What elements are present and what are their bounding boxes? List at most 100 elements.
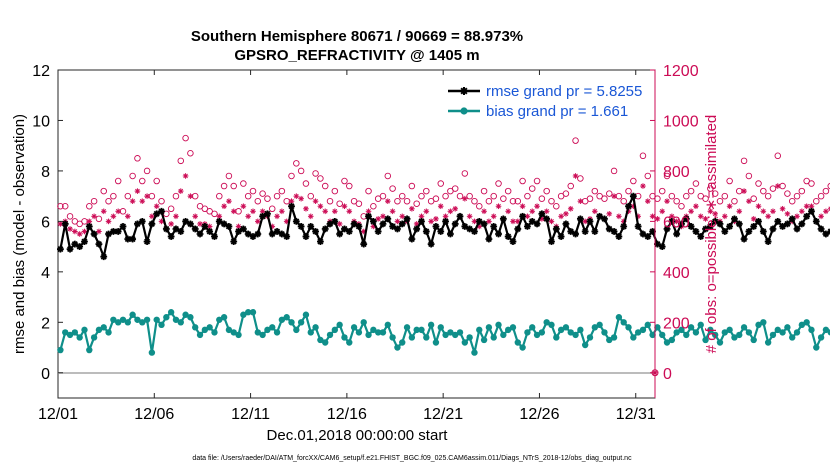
possible-obs-point (408, 182, 416, 190)
rmse-point (755, 217, 762, 225)
assimilated-obs-point (750, 216, 757, 222)
bias-point (90, 334, 98, 341)
bias-point (163, 314, 170, 321)
possible-obs-point (817, 192, 825, 200)
bias-point (139, 319, 146, 326)
rmse-point (225, 223, 233, 230)
rmse-point (735, 220, 743, 228)
possible-obs-point (687, 187, 695, 195)
assimilated-obs-point (298, 195, 304, 202)
assimilated-obs-point (490, 213, 497, 220)
assimilated-obs-point (307, 213, 314, 220)
assimilated-obs-point (688, 208, 694, 215)
rmse-point (341, 225, 348, 233)
possible-obs-point (471, 197, 478, 205)
bias-point (216, 316, 223, 323)
rmse-point (562, 220, 570, 228)
assimilated-obs-point (149, 213, 155, 220)
possible-obs-point (413, 200, 420, 207)
bias-point (726, 326, 733, 334)
assimilated-obs-point (697, 213, 704, 220)
rmse-point (437, 228, 445, 235)
possible-obs-point (326, 197, 334, 205)
bias-point (182, 311, 189, 318)
possible-obs-point (249, 187, 257, 195)
assimilated-obs-point (794, 213, 800, 220)
rmse-point (721, 228, 729, 235)
assimilated-obs-point (115, 208, 121, 215)
bias-point (644, 321, 651, 329)
possible-obs-point (731, 197, 738, 205)
bias-point (273, 329, 281, 336)
possible-obs-point (57, 202, 64, 210)
possible-obs-point (321, 182, 329, 190)
bias-point (288, 319, 295, 326)
bias-point (461, 339, 469, 346)
bias-point (683, 331, 690, 339)
assimilated-obs-point (818, 213, 824, 220)
bias-point (760, 319, 767, 326)
assimilated-obs-point (129, 198, 136, 204)
possible-obs-point (721, 192, 729, 200)
rmse-point (779, 223, 786, 230)
y-right-tick-label: 0 (663, 366, 672, 383)
possible-obs-point (630, 177, 637, 185)
possible-obs-point (187, 150, 194, 157)
assimilated-obs-point (505, 208, 511, 215)
rmse-point (57, 245, 64, 253)
bias-point (211, 329, 218, 336)
rmse-point (316, 238, 324, 245)
bias-point (379, 329, 387, 336)
assimilated-obs-point (644, 198, 651, 204)
possible-obs-point (683, 192, 690, 200)
possible-obs-point (726, 177, 733, 185)
assimilated-obs-point (741, 188, 747, 194)
assimilated-obs-point (592, 208, 598, 215)
assimilated-obs-point (712, 211, 718, 217)
rmse-point (764, 238, 772, 245)
assimilated-obs-point (418, 213, 425, 220)
bias-point (172, 316, 180, 323)
y-right-tick-label: 800 (663, 164, 690, 181)
legend: rmse grand pr = 5.8255 bias grand pr = 1… (442, 78, 650, 122)
possible-obs-point (504, 187, 512, 195)
possible-obs-point (143, 167, 151, 175)
rmse-point (774, 217, 782, 225)
assimilated-obs-point (279, 208, 285, 215)
bias-point (192, 324, 199, 331)
x-tick-label: 12/31 (616, 406, 656, 423)
rmse-point (230, 238, 238, 245)
bias-point (721, 329, 729, 336)
possible-obs-point (259, 190, 266, 197)
possible-obs-point (254, 197, 262, 205)
rmse-point (273, 228, 281, 235)
assimilated-obs-point (736, 208, 743, 215)
legend-box (442, 78, 650, 122)
possible-obs-point (707, 185, 714, 192)
bias-point (514, 339, 521, 346)
bias-point (244, 309, 252, 316)
bias-point (567, 329, 574, 336)
assimilated-obs-point (433, 216, 439, 222)
rmse-point (514, 225, 522, 233)
assimilated-obs-point (423, 208, 430, 215)
rmse-point (297, 223, 305, 230)
rmse-point (143, 238, 151, 245)
possible-obs-point (663, 172, 671, 180)
rmse-point (552, 225, 560, 233)
rmse-point (605, 225, 613, 233)
rmse-point (528, 217, 536, 225)
assimilated-obs-point (799, 208, 805, 215)
bias-point (331, 326, 339, 334)
bias-point (798, 321, 806, 329)
rmse-point (822, 230, 830, 238)
possible-obs-point (389, 185, 396, 192)
assimilated-obs-point (182, 173, 189, 179)
rmse-point (740, 235, 748, 243)
bias-point (557, 326, 565, 334)
possible-obs-point (625, 187, 632, 195)
rmse-point (403, 215, 411, 223)
data-file-footnote: data file: /Users/raeder/DAI/ATM_forcXX/… (192, 455, 632, 462)
y-axis-right-label: # of obs: o=possible; ∗=assimilated (703, 115, 720, 354)
rmse-point (596, 212, 604, 220)
